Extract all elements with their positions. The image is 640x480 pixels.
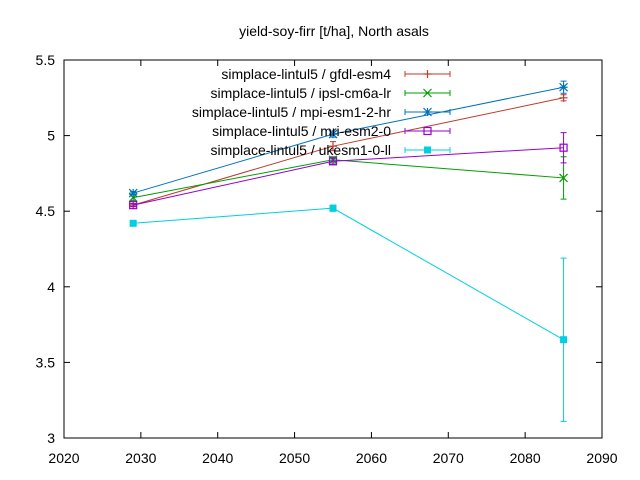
x-tick-label: 2060 [356, 450, 387, 466]
y-tick-label: 4 [47, 279, 55, 295]
legend-label: simplace-lintul5 / ukesm1-0-ll [210, 142, 391, 158]
data-point [128, 188, 138, 198]
legend-swatch-marker [423, 107, 432, 117]
series-3 [128, 80, 568, 198]
x-tick-label: 2090 [586, 450, 617, 466]
y-tick-label: 4.5 [36, 203, 56, 219]
axes: 2020 2030 2040 2050 2060 2070 2080 2090 3 3.5 4 4.5… [36, 52, 618, 466]
x-tick-label: 2030 [125, 450, 156, 466]
y-tick-label: 5.5 [36, 52, 56, 68]
legend-label: simplace-lintul5 / ipsl-cm6a-lr [211, 85, 392, 101]
legend-item: simplace-lintul5 / mri-esm2-0 [212, 123, 451, 139]
legend-swatch-line [404, 128, 451, 134]
error-bar [560, 132, 567, 164]
legend-swatch-marker [424, 146, 431, 154]
legend-item: simplace-lintul5 / ukesm1-0-ll [210, 142, 451, 158]
data-point [559, 93, 568, 102]
legend-item: simplace-lintul5 / ipsl-cm6a-lr [211, 85, 451, 101]
series-5 [129, 204, 568, 422]
x-tick-label: 2070 [433, 450, 464, 466]
legend-swatch-marker [423, 126, 432, 136]
data-point [560, 336, 568, 344]
plot-area [63, 59, 603, 439]
x-tick-label: 2020 [48, 450, 79, 466]
data-point [559, 173, 568, 183]
y-tick-label: 3 [47, 430, 55, 446]
data-point [129, 201, 138, 210]
x-tick-label: 2080 [510, 450, 541, 466]
data-point [329, 142, 337, 151]
series-line [133, 207, 564, 341]
y-tick-label: 3.5 [36, 354, 56, 370]
legend-label: simplace-lintul5 / gfdl-esm4 [221, 66, 391, 82]
x-tick-label: 2040 [202, 450, 233, 466]
series-layer [128, 80, 568, 422]
legend-swatch-marker [423, 88, 432, 98]
legend-label: simplace-lintul5 / mri-esm2-0 [212, 123, 391, 139]
series-2 [128, 155, 568, 203]
data-point [328, 129, 338, 139]
chart-title: yield-soy-firr [t/ha], North asals [239, 23, 429, 39]
legend-item: simplace-lintul5 / mpi-esm1-2-hr [192, 104, 451, 120]
series-4 [129, 132, 568, 210]
series-line [133, 159, 564, 199]
legend-item: simplace-lintul5 / gfdl-esm4 [221, 66, 451, 82]
error-bar [130, 203, 137, 208]
data-point [559, 82, 568, 92]
y-tick-label: 5 [47, 128, 55, 144]
legend-label: simplace-lintul5 / mpi-esm1-2-hr [192, 104, 392, 120]
data-point [329, 204, 337, 212]
data-point [328, 157, 338, 166]
x-tick-label: 2050 [279, 450, 310, 466]
data-point [559, 143, 568, 152]
data-point [129, 219, 137, 227]
legend-swatch-marker [423, 70, 432, 78]
legend: simplace-lintul5 / gfdl-esm4 simplace-lin… [192, 66, 451, 158]
